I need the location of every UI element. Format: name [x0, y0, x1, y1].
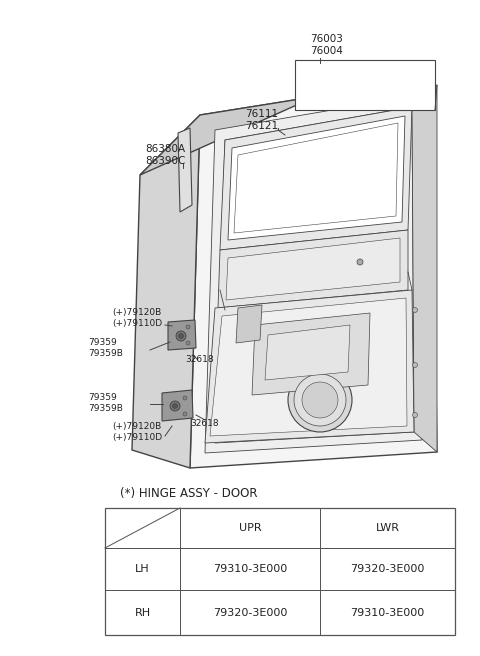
Bar [295, 60, 435, 110]
Circle shape [288, 368, 352, 432]
Text: 79320-3E000: 79320-3E000 [213, 607, 287, 617]
Circle shape [186, 341, 190, 345]
Text: 76111
76121: 76111 76121 [245, 109, 278, 131]
Text: (*) HINGE ASSY - DOOR: (*) HINGE ASSY - DOOR [120, 487, 257, 501]
Polygon shape [168, 320, 196, 350]
Text: UPR: UPR [239, 523, 261, 533]
Circle shape [412, 363, 418, 367]
Polygon shape [205, 95, 422, 453]
Polygon shape [218, 230, 408, 308]
Text: (+)79120B
(+)79110D: (+)79120B (+)79110D [112, 422, 162, 441]
Polygon shape [228, 116, 405, 240]
Circle shape [183, 412, 187, 416]
Circle shape [294, 374, 346, 426]
Circle shape [179, 333, 183, 338]
Text: (+)79120B
(+)79110D: (+)79120B (+)79110D [112, 308, 162, 328]
Text: RH: RH [134, 607, 151, 617]
Text: LH: LH [135, 564, 150, 574]
Polygon shape [226, 238, 400, 300]
Bar [105, 508, 455, 635]
Circle shape [357, 259, 363, 265]
Circle shape [170, 401, 180, 411]
Text: 79359
79359B: 79359 79359B [88, 394, 123, 413]
Text: 79359
79359B: 79359 79359B [88, 338, 123, 358]
Text: 79310-3E000: 79310-3E000 [350, 607, 425, 617]
Circle shape [176, 331, 186, 341]
Polygon shape [265, 325, 350, 380]
Polygon shape [234, 123, 398, 233]
Text: 32618: 32618 [190, 419, 218, 428]
Polygon shape [190, 78, 437, 468]
Circle shape [172, 403, 178, 409]
Circle shape [186, 325, 190, 329]
Polygon shape [220, 107, 412, 250]
Text: LWR: LWR [375, 523, 399, 533]
Circle shape [302, 382, 338, 418]
Polygon shape [215, 107, 414, 443]
Circle shape [412, 308, 418, 312]
Polygon shape [178, 128, 192, 212]
Polygon shape [205, 290, 414, 443]
Polygon shape [140, 70, 432, 175]
Polygon shape [252, 313, 370, 395]
Text: 32618: 32618 [185, 356, 214, 365]
Polygon shape [162, 390, 193, 421]
Polygon shape [132, 115, 200, 468]
Polygon shape [412, 85, 437, 452]
Polygon shape [236, 305, 262, 343]
Text: 79320-3E000: 79320-3E000 [350, 564, 425, 574]
Polygon shape [210, 298, 407, 436]
Text: 79310-3E000: 79310-3E000 [213, 564, 287, 574]
Text: 76003
76004: 76003 76004 [310, 34, 343, 56]
Circle shape [412, 413, 418, 417]
Text: 86380A
86390C: 86380A 86390C [145, 144, 185, 166]
Circle shape [183, 396, 187, 400]
